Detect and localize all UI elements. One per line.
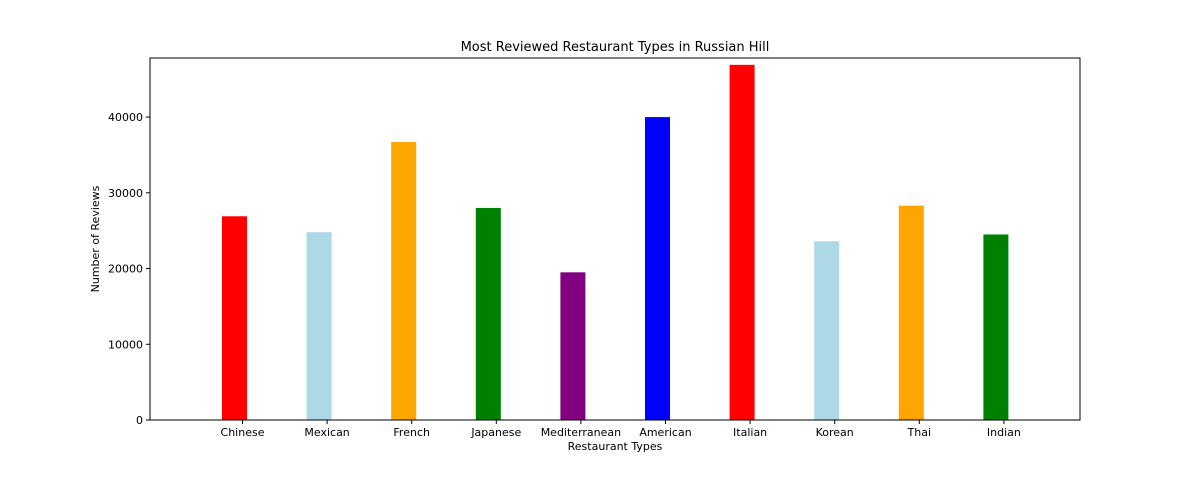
- bars-layer: [222, 64, 1009, 420]
- x-axis: Chinese Mexican French Japanese Mediterranea…: [221, 420, 1021, 439]
- y-tick-label: 30000: [108, 187, 143, 200]
- x-tick-label: Japanese: [470, 426, 521, 439]
- bar-mexican: [306, 232, 332, 420]
- y-tick-label: 0: [136, 414, 143, 427]
- x-tick-label: Italian: [733, 426, 767, 439]
- bar-mediterranean: [560, 272, 586, 420]
- y-axis: 0 10000 20000 30000 40000: [108, 111, 150, 427]
- bar-japanese: [475, 207, 501, 420]
- bar-italian: [729, 64, 755, 420]
- bar-french: [391, 142, 417, 420]
- bar-chinese: [222, 216, 247, 420]
- y-tick-label: 10000: [108, 338, 143, 351]
- chart-title: Most Reviewed Restaurant Types in Russia…: [461, 40, 770, 55]
- y-axis-label: Number of Reviews: [89, 185, 102, 292]
- y-tick-label: 40000: [108, 111, 143, 124]
- x-tick-label: American: [639, 426, 691, 439]
- x-tick-label: Mediterranean: [541, 426, 621, 439]
- x-tick-label: Thai: [907, 426, 932, 439]
- x-tick-label: Indian: [987, 426, 1021, 439]
- x-tick-label: Korean: [816, 426, 854, 439]
- y-tick-label: 20000: [108, 263, 143, 276]
- bar-thai: [898, 205, 924, 420]
- bar-korean: [814, 241, 840, 420]
- bar-indian: [983, 234, 1009, 420]
- plot-frame: [149, 57, 1081, 421]
- x-tick-label: French: [393, 426, 430, 439]
- x-axis-label: Restaurant Types: [568, 440, 663, 453]
- x-tick-label: Chinese: [221, 426, 265, 439]
- bar-american: [645, 117, 670, 420]
- x-tick-label: Mexican: [304, 426, 349, 439]
